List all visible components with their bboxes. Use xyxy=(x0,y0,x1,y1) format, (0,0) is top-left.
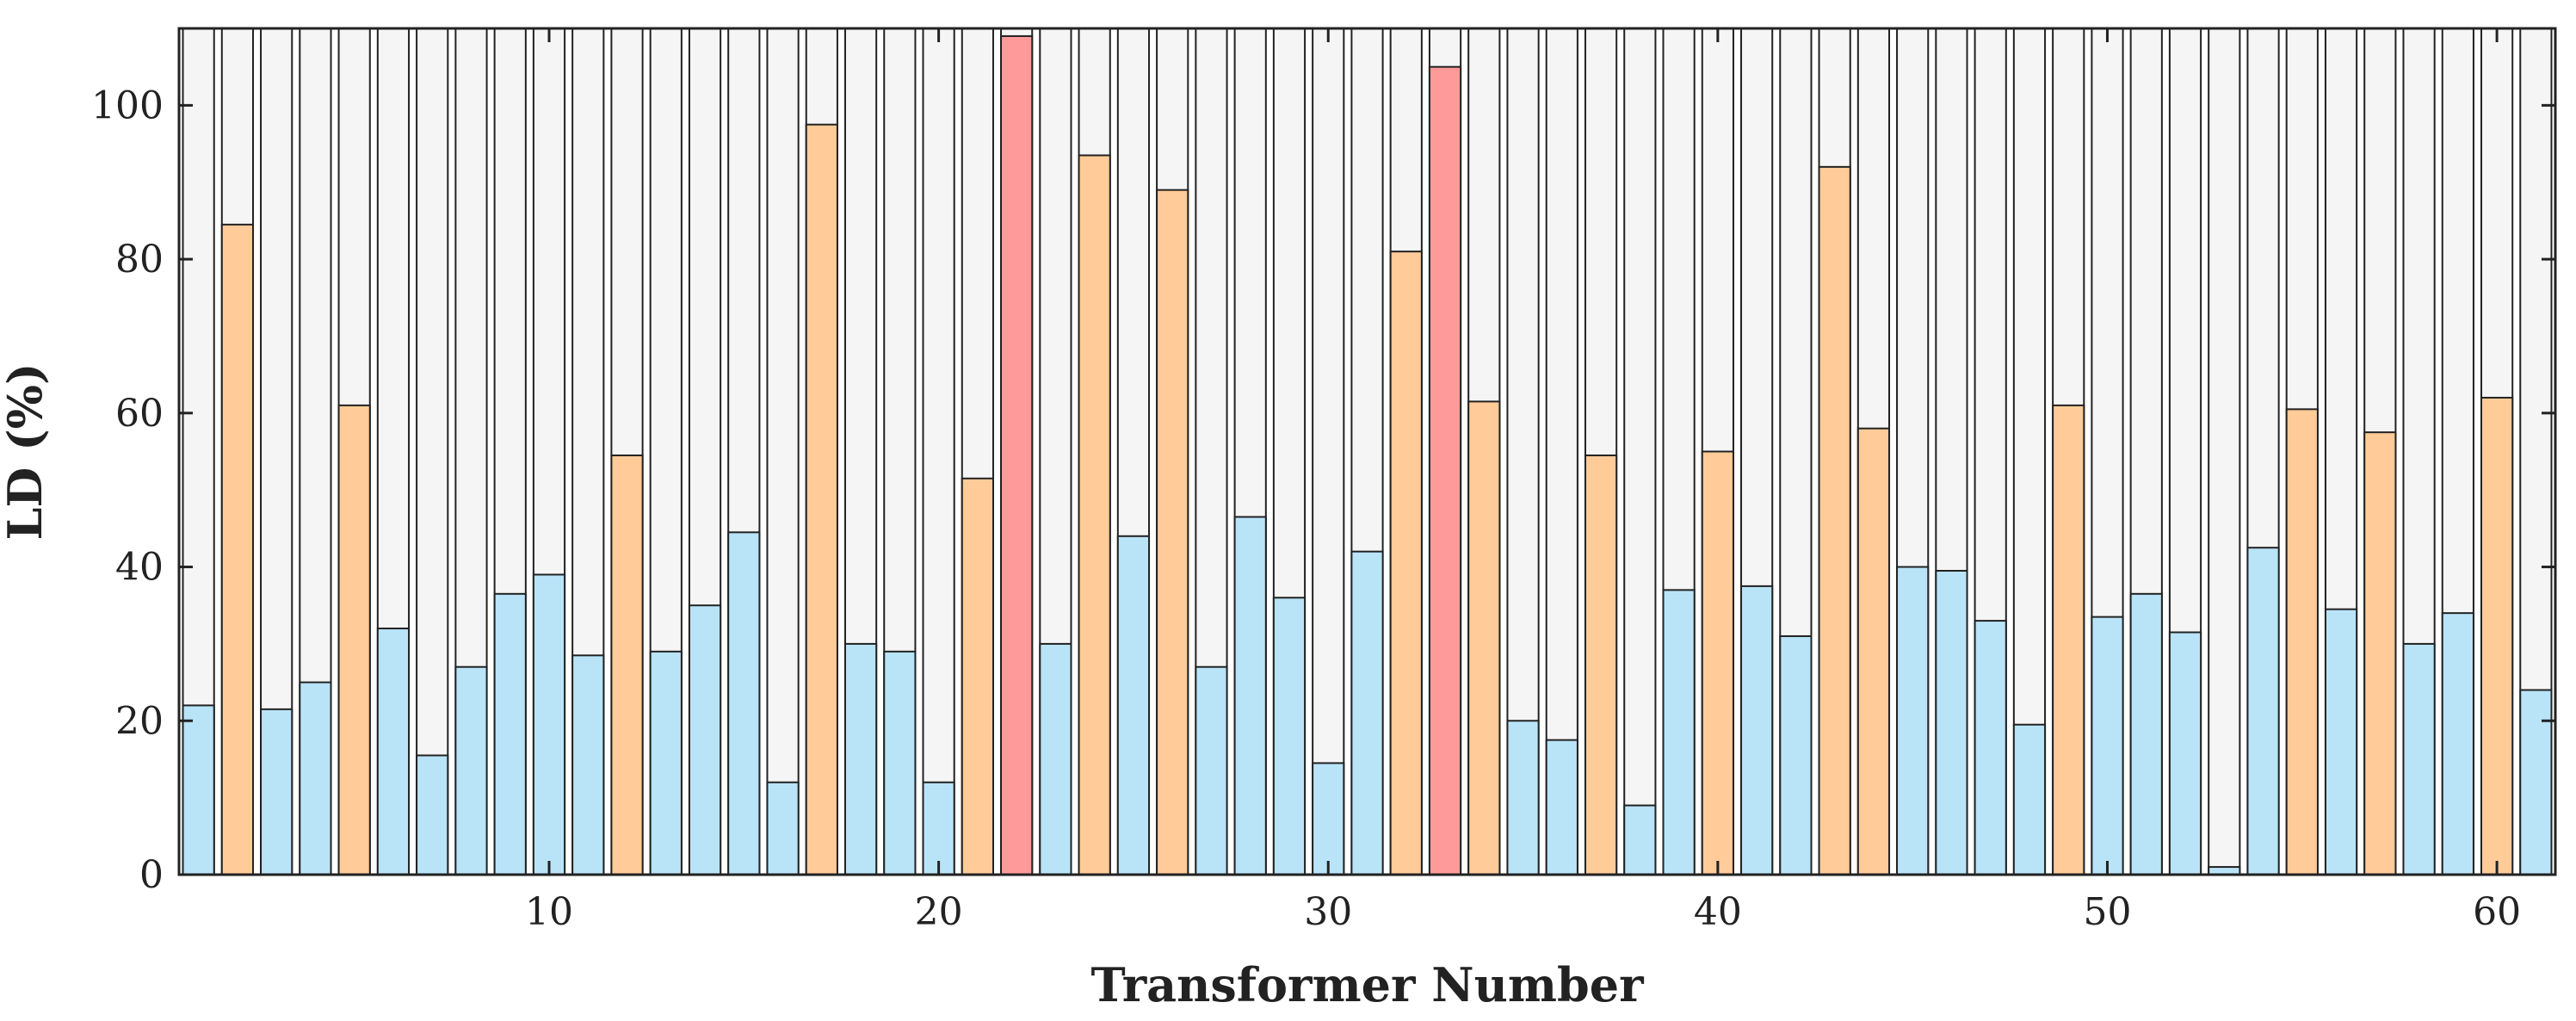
plot-frame xyxy=(177,27,2557,876)
x-tick-label: 60 xyxy=(2473,890,2521,934)
background-bar xyxy=(1545,28,1578,876)
bar-transformer-11 xyxy=(571,654,605,876)
background-bar xyxy=(922,28,955,876)
bar-transformer-3 xyxy=(260,708,293,876)
bar-transformer-36 xyxy=(1545,739,1578,876)
bar-transformer-10 xyxy=(532,573,566,876)
x-tick-label: 20 xyxy=(915,890,963,934)
bar-transformer-38 xyxy=(1623,804,1657,876)
bar-transformer-30 xyxy=(1312,762,1345,876)
bar-transformer-33 xyxy=(1428,65,1462,876)
bar-transformer-35 xyxy=(1506,720,1540,876)
y-axis-title: LD (%) xyxy=(0,362,53,540)
bar-transformer-31 xyxy=(1350,550,1384,876)
bar-transformer-16 xyxy=(766,781,800,876)
y-tick-label: 100 xyxy=(91,84,164,127)
background-bar xyxy=(416,28,449,876)
bar-transformer-27 xyxy=(1195,665,1228,876)
bar-transformer-37 xyxy=(1584,454,1618,876)
y-tick-label: 60 xyxy=(115,392,164,436)
bar-transformer-56 xyxy=(2324,608,2358,876)
bar-transformer-58 xyxy=(2402,642,2436,876)
bar-transformer-45 xyxy=(1896,566,1930,876)
bar-transformer-14 xyxy=(688,604,722,876)
bar-transformer-51 xyxy=(2129,592,2163,876)
y-tick-label: 40 xyxy=(115,546,164,590)
bar-transformer-20 xyxy=(922,781,955,876)
bar-transformer-15 xyxy=(727,531,761,876)
bar-transformer-28 xyxy=(1233,516,1267,876)
bar-transformer-23 xyxy=(1039,642,1072,876)
bar-transformer-52 xyxy=(2168,631,2202,876)
bar-transformer-19 xyxy=(883,650,917,876)
bar-transformer-29 xyxy=(1272,597,1307,876)
bar-transformer-61 xyxy=(2519,689,2553,876)
bar-transformer-25 xyxy=(1116,535,1151,876)
bar-transformer-43 xyxy=(1818,165,1851,876)
data-bars xyxy=(182,34,2553,876)
bar-transformer-41 xyxy=(1740,585,1774,876)
bar-transformer-6 xyxy=(376,628,411,876)
bar-transformer-59 xyxy=(2441,612,2474,876)
bar-transformer-13 xyxy=(649,650,683,876)
bar-transformer-54 xyxy=(2246,547,2280,876)
bar-transformer-32 xyxy=(1389,251,1423,876)
bar-transformer-44 xyxy=(1856,427,1891,876)
background-bar xyxy=(1312,28,1345,876)
bar-transformer-18 xyxy=(843,642,878,876)
bar-transformer-34 xyxy=(1467,400,1501,876)
bar-transformer-55 xyxy=(2285,408,2319,876)
y-tick-label: 20 xyxy=(115,699,164,743)
background-bar xyxy=(1623,28,1657,876)
background-bar xyxy=(766,28,800,876)
x-tick-label: 50 xyxy=(2083,890,2131,934)
bar-transformer-26 xyxy=(1156,189,1189,876)
bar-transformer-9 xyxy=(493,592,527,876)
bar-transformer-47 xyxy=(1974,620,2007,876)
bar-transformer-60 xyxy=(2480,396,2514,876)
x-axis-title: Transformer Number xyxy=(1090,957,1644,1012)
bar-transformer-12 xyxy=(610,454,644,876)
bar-transformer-40 xyxy=(1701,450,1734,876)
bar-transformer-4 xyxy=(299,681,332,876)
y-tick-label: 0 xyxy=(139,853,164,897)
bar-transformer-5 xyxy=(337,404,371,876)
bar-transformer-57 xyxy=(2363,431,2397,876)
bar-transformer-39 xyxy=(1662,589,1696,876)
y-tick-labels: 0 20 40 60 80 100 xyxy=(91,84,164,897)
background-bar xyxy=(2208,28,2241,876)
bar-transformer-50 xyxy=(2091,616,2124,876)
x-tick-labels: 10 20 30 40 50 60 xyxy=(525,890,2521,934)
bar-transformer-17 xyxy=(805,123,838,876)
axis-ticks xyxy=(179,28,2555,876)
y-tick-label: 80 xyxy=(115,238,164,282)
x-tick-label: 30 xyxy=(1304,890,1352,934)
x-tick-label: 40 xyxy=(1694,890,1742,934)
bar-transformer-48 xyxy=(2012,723,2047,876)
bar-transformer-46 xyxy=(1935,570,1968,876)
bar-transformer-1 xyxy=(182,704,215,876)
bar-transformer-49 xyxy=(2052,404,2085,876)
bar-transformer-7 xyxy=(416,754,449,876)
bar-transformer-42 xyxy=(1779,634,1813,876)
bar-transformer-24 xyxy=(1078,154,1111,876)
bar-transformer-21 xyxy=(961,477,994,876)
bar-transformer-8 xyxy=(454,665,488,876)
x-tick-label: 10 xyxy=(525,890,573,934)
bar-transformer-22 xyxy=(1000,34,1034,876)
bar-transformer-2 xyxy=(220,223,254,876)
